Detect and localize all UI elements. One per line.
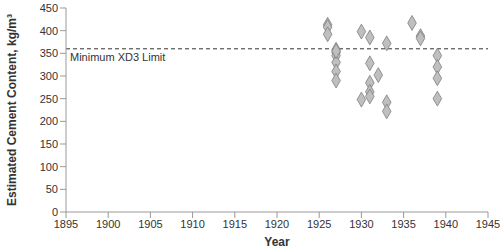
svg-text:1900: 1900 [96, 218, 120, 230]
svg-text:450: 450 [40, 2, 58, 14]
svg-text:Minimum XD3 Limit: Minimum XD3 Limit [70, 51, 165, 63]
svg-text:1905: 1905 [138, 218, 162, 230]
svg-text:400: 400 [40, 25, 58, 37]
svg-text:1940: 1940 [434, 218, 458, 230]
svg-text:250: 250 [40, 93, 58, 105]
svg-text:1915: 1915 [223, 218, 247, 230]
svg-text:150: 150 [40, 138, 58, 150]
svg-text:300: 300 [40, 70, 58, 82]
svg-text:100: 100 [40, 161, 58, 173]
svg-text:1945: 1945 [476, 218, 492, 230]
svg-text:Estimated Cement Content, kg/m: Estimated Cement Content, kg/m³ [8, 14, 19, 206]
svg-text:Year: Year [264, 235, 290, 249]
svg-text:1935: 1935 [391, 218, 415, 230]
svg-text:50: 50 [46, 183, 58, 195]
svg-text:0: 0 [52, 206, 58, 218]
svg-text:1930: 1930 [349, 218, 373, 230]
svg-text:1920: 1920 [265, 218, 289, 230]
svg-text:350: 350 [40, 47, 58, 59]
svg-text:1925: 1925 [307, 218, 331, 230]
svg-text:200: 200 [40, 115, 58, 127]
svg-text:1895: 1895 [54, 218, 78, 230]
svg-text:1910: 1910 [180, 218, 204, 230]
